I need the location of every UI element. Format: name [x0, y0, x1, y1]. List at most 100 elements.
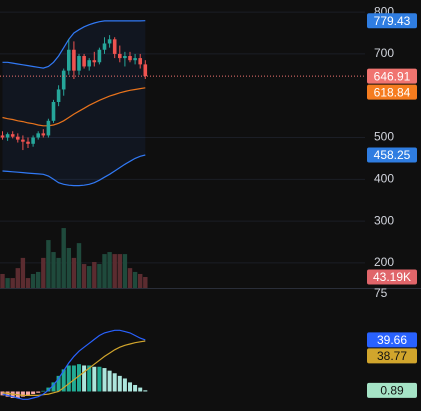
volume-bar — [138, 273, 143, 288]
volume-bar — [61, 228, 66, 288]
histogram-bar — [51, 382, 56, 392]
histogram-bar — [5, 391, 10, 397]
candle-body — [41, 133, 46, 136]
histogram-bar — [107, 370, 112, 392]
volume-bar — [46, 240, 51, 288]
histogram-bar — [92, 366, 97, 392]
histogram-bar — [10, 391, 15, 398]
price-badge-label: 779.43 — [374, 14, 411, 28]
price-badge — [367, 332, 417, 348]
signal-line — [2, 340, 146, 396]
volume-bar — [127, 268, 133, 288]
price-badge-label: 38.77 — [377, 349, 407, 363]
candle-body — [77, 56, 81, 71]
candle-body — [138, 58, 142, 65]
candle-body — [107, 39, 112, 44]
candle-body — [82, 56, 86, 67]
y-tick-label: 400 — [374, 171, 394, 185]
volume-bar — [41, 257, 46, 288]
y-tick-label: 75 — [374, 286, 388, 300]
volume-bar — [15, 268, 20, 288]
histogram-bar — [82, 365, 87, 392]
candle-body — [5, 134, 10, 138]
histogram-bar — [77, 364, 81, 392]
histogram-bar — [41, 390, 46, 392]
histogram-bar — [31, 391, 36, 395]
candle-body — [61, 70, 66, 90]
histogram-bar — [133, 384, 138, 392]
volume-bar — [56, 257, 61, 288]
histogram-bar — [66, 365, 71, 392]
candle-body — [46, 120, 51, 136]
candle-body — [67, 49, 71, 71]
candle-body — [21, 139, 25, 142]
histogram-bar — [112, 373, 117, 392]
volume-bar — [30, 273, 36, 288]
macd-line — [2, 329, 146, 400]
price-badge-label: 618.84 — [374, 85, 411, 99]
moving-average — [2, 87, 146, 127]
volume-bar — [87, 266, 92, 288]
price-badge — [367, 68, 417, 84]
histogram-bar — [128, 382, 132, 392]
volume-bar — [0, 273, 5, 288]
volume-bar — [143, 276, 148, 288]
volume-bar — [51, 252, 56, 288]
price-badge-label: 458.25 — [374, 148, 411, 162]
candle-body — [31, 137, 35, 144]
volume-bar — [102, 254, 107, 288]
y-tick-label: 500 — [374, 130, 394, 144]
y-tick-label: 700 — [374, 46, 394, 60]
histogram-bar — [71, 365, 76, 392]
volume-bar — [132, 271, 138, 288]
histogram-bar — [61, 369, 66, 392]
price-badge — [367, 147, 417, 163]
histogram-bar — [97, 366, 102, 392]
histogram-bar — [36, 391, 41, 393]
price-badge-label: 39.66 — [377, 333, 407, 347]
price-badge-label: 43.19K — [373, 270, 411, 284]
candle-body — [102, 43, 107, 50]
volume-bar — [20, 257, 26, 288]
candle-body — [133, 58, 137, 61]
volume-bar — [122, 254, 128, 288]
candle-body — [123, 56, 127, 59]
candle-body — [72, 49, 76, 71]
histogram-bar — [20, 391, 25, 397]
candle-body — [112, 39, 117, 54]
candle-body — [56, 89, 61, 102]
candle-body — [16, 136, 20, 140]
price-badge — [367, 382, 417, 398]
volume-bar — [36, 271, 41, 288]
candle-body — [143, 64, 148, 77]
histogram-bar — [56, 375, 61, 392]
price-badge-label: 646.91 — [374, 69, 411, 83]
candle-body — [36, 133, 40, 138]
volume-bar — [66, 247, 71, 288]
volume-bar — [71, 257, 77, 288]
histogram-bar — [102, 368, 107, 392]
volume-bar — [117, 254, 122, 288]
histogram-bar — [117, 375, 122, 392]
candle-body — [92, 60, 97, 63]
candle-body — [51, 101, 56, 121]
candle-body — [0, 135, 5, 138]
volume-bar — [107, 252, 112, 288]
candle-body — [128, 56, 132, 61]
candle-body — [97, 49, 102, 63]
price-badge — [367, 84, 417, 100]
volume-bar — [10, 278, 15, 288]
candle-body — [87, 60, 91, 67]
volume-bar — [5, 278, 10, 288]
volume-bar — [112, 254, 117, 288]
band-lower — [2, 154, 146, 187]
histogram-bar — [87, 365, 92, 392]
volume-bar — [25, 278, 31, 288]
histogram-bar — [143, 390, 148, 392]
histogram-bar — [138, 387, 143, 392]
volume-bar — [97, 264, 102, 288]
candle-body — [118, 53, 122, 59]
band-upper — [2, 20, 146, 69]
price-badge-label: 0.89 — [380, 383, 404, 397]
